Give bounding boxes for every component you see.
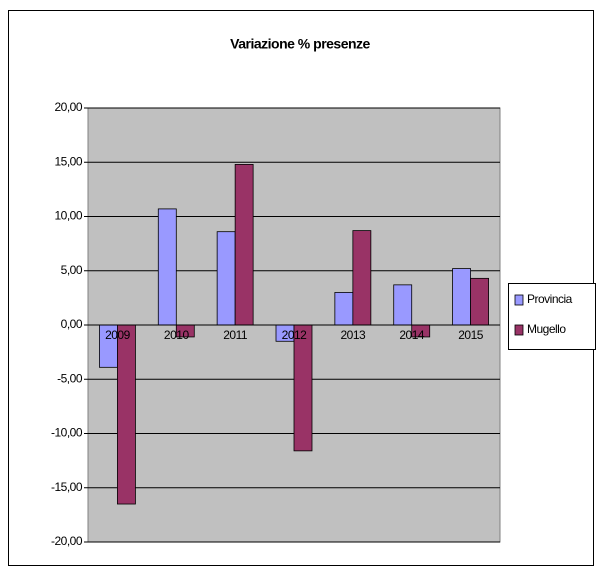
y-tick-label: 0,00 (61, 317, 83, 331)
x-tick-label: 2012 (282, 328, 308, 342)
x-tick-label: 2014 (399, 328, 425, 342)
legend-label: Mugello (527, 322, 566, 336)
legend-swatch (514, 294, 524, 306)
x-tick-label: 2010 (164, 328, 190, 342)
x-tick-label: 2015 (458, 328, 484, 342)
y-tick-label: -10,00 (51, 426, 83, 440)
bar (334, 292, 354, 326)
y-tick-label: -20,00 (51, 534, 83, 548)
x-tick-label: 2009 (105, 328, 131, 342)
chart-title: Variazione % presenze (230, 36, 370, 52)
bar (293, 324, 313, 452)
y-tick-label: 10,00 (54, 209, 82, 223)
y-tick-label: -15,00 (51, 480, 83, 494)
x-tick-label: 2011 (223, 328, 248, 342)
legend-label: Provincia (527, 292, 573, 306)
legend (508, 283, 596, 350)
bar (117, 324, 136, 505)
bar (157, 208, 177, 326)
legend-swatch (514, 324, 524, 336)
bar (216, 231, 236, 326)
y-tick-label: -5,00 (57, 371, 83, 385)
bar (352, 230, 372, 326)
y-tick-label: 5,00 (61, 263, 83, 277)
x-tick-label: 2013 (341, 328, 367, 342)
bar (393, 284, 413, 326)
bar (470, 277, 489, 326)
bar (234, 164, 254, 326)
bar (452, 268, 471, 326)
y-tick-label: 15,00 (54, 154, 82, 168)
y-tick-label: 20,00 (54, 100, 82, 114)
